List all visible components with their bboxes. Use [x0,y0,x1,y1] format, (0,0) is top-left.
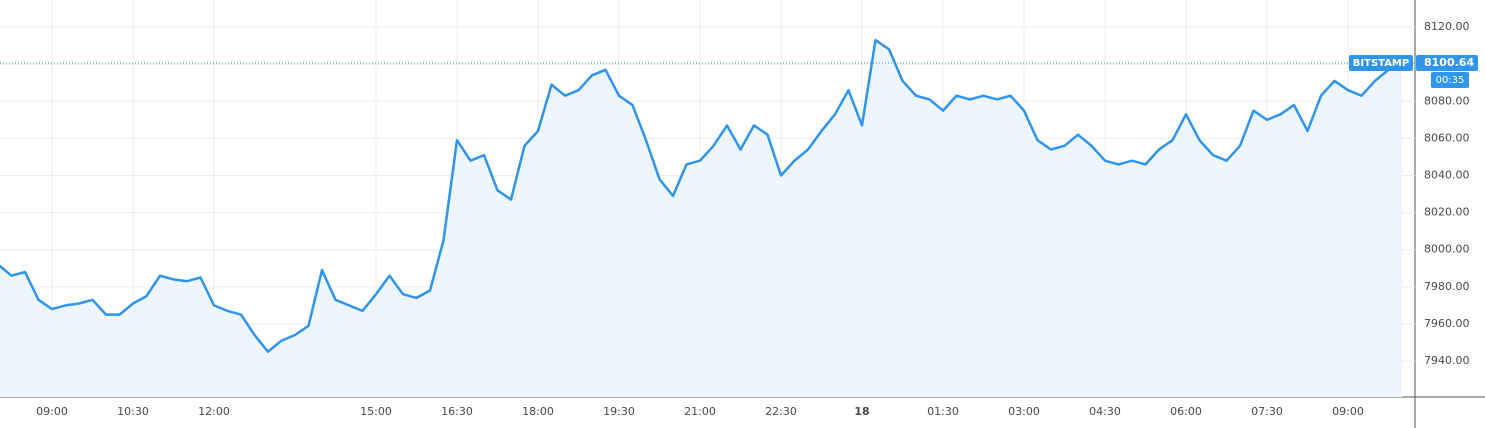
x-tick-label: 12:00 [198,405,230,418]
x-tick-label: 18 [854,405,869,418]
x-tick-label: 09:00 [36,405,68,418]
price-line [0,38,1403,353]
x-tick-label: 04:30 [1089,405,1121,418]
y-tick-label: 7980.00 [1424,280,1470,293]
area-fill [0,40,1402,397]
x-tick-label: 07:30 [1251,405,1283,418]
countdown-box [1431,72,1469,89]
y-tick-label: 8080.00 [1424,94,1470,107]
x-tick-label: 16:30 [441,405,473,418]
y-tick-label: 8120.00 [1424,20,1470,33]
x-tick-label: 06:00 [1170,405,1202,418]
x-tick-label: 21:00 [684,405,716,418]
countdown-label: 00:35 [1436,75,1465,86]
x-tick-label: 03:00 [1008,405,1040,418]
last-price-box [1416,55,1478,72]
x-tick-label: 09:00 [1332,405,1364,418]
series-label: BITSTAMP [1353,58,1409,69]
series-label-box [1349,55,1413,72]
y-tick-label: 7940.00 [1424,354,1470,367]
x-tick-label: 10:30 [117,405,149,418]
x-tick-label: 15:00 [360,405,392,418]
x-tick-label: 18:00 [522,405,554,418]
x-tick-label: 22:30 [765,405,797,418]
y-tick-label: 8060.00 [1424,131,1470,144]
y-tick-label: 7960.00 [1424,317,1470,330]
y-tick-label: 8040.00 [1424,168,1470,181]
y-tick-label: 8020.00 [1424,206,1470,219]
x-tick-label: 01:30 [927,405,959,418]
y-tick-label: 8000.00 [1424,243,1470,256]
last-price-label: 8100.64 [1424,56,1474,69]
x-tick-label: 19:30 [603,405,635,418]
